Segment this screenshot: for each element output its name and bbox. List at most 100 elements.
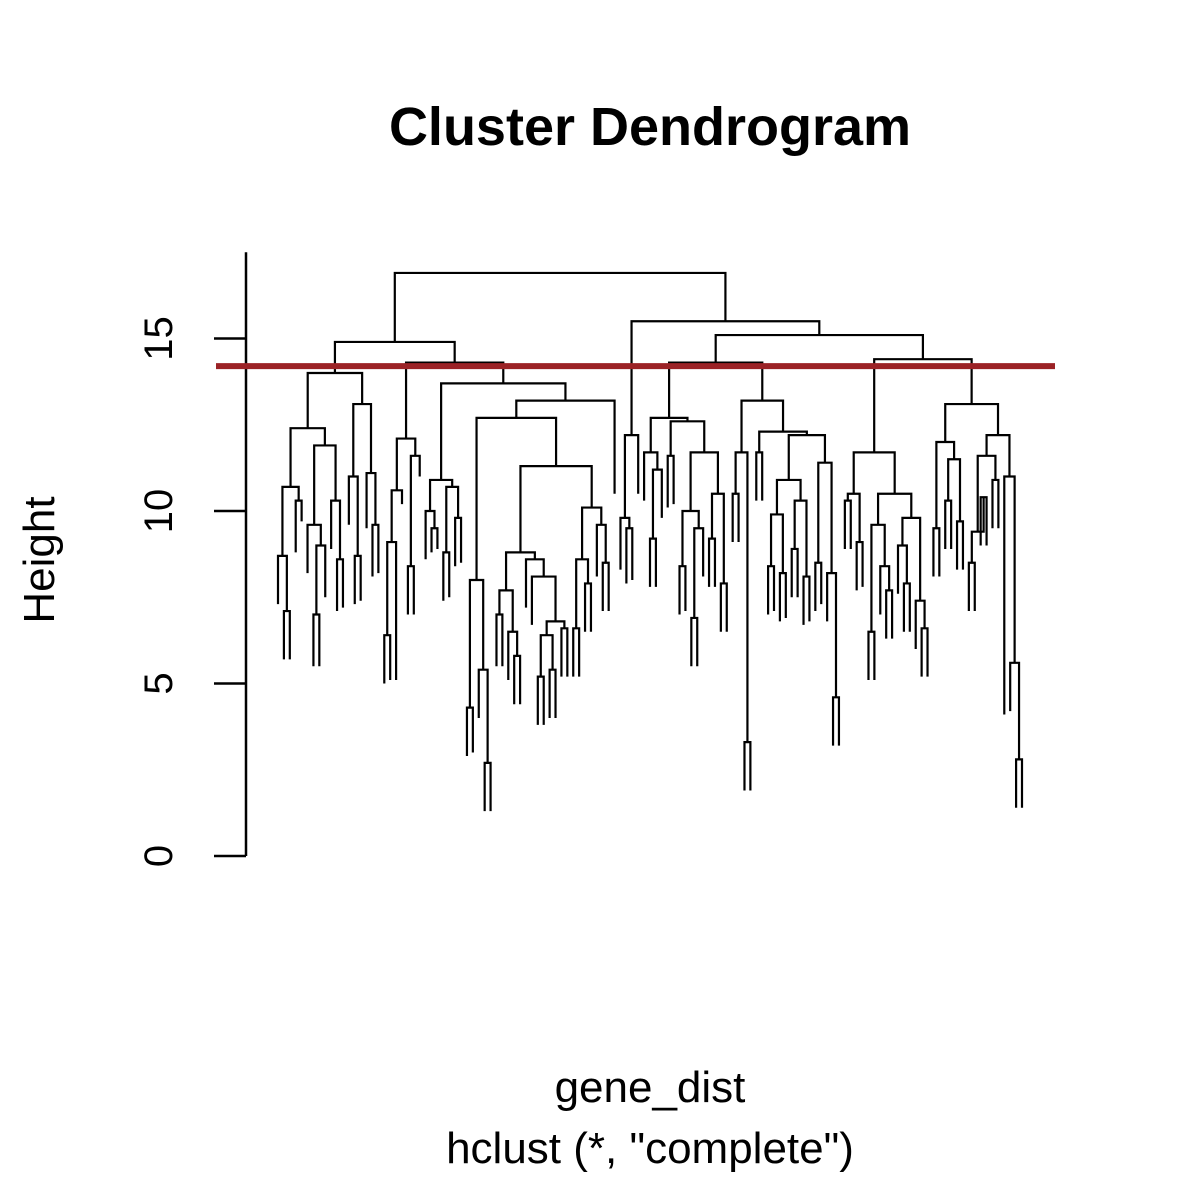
dendrogram-branch (914, 599, 926, 649)
dendrogram-branch (667, 361, 764, 418)
dendrogram-branch (873, 358, 973, 453)
dendrogram-branch (666, 454, 675, 508)
dendrogram-branch (901, 516, 922, 601)
dendrogram-branch (623, 434, 640, 518)
dendrogram-branch (580, 506, 603, 560)
dendrogram-branch (642, 451, 659, 501)
dendrogram-branch (442, 551, 451, 601)
dendrogram-branch (896, 544, 908, 594)
dendrogram-branch (876, 492, 913, 525)
dendrogram-branch (477, 668, 489, 763)
dendrogram-branch (313, 444, 337, 525)
dendrogram-branch (371, 523, 380, 577)
dendrogram-branch (468, 578, 485, 708)
dendrogram-branch (707, 537, 717, 587)
dendrogram-branch (766, 565, 776, 615)
x-axis-subtitle: hclust (*, "complete") (446, 1124, 854, 1173)
dendrogram-branch (315, 544, 327, 615)
dendrogram-branch (572, 627, 581, 677)
dendrogram-branch (902, 582, 911, 632)
dendrogram-branch (454, 516, 463, 567)
dendrogram-branch (601, 561, 610, 612)
dendrogram-branch (335, 558, 345, 612)
dendrogram-branch (282, 609, 291, 660)
y-axis: 0 5 10 15 (137, 252, 248, 867)
dendrogram-branch (802, 575, 811, 625)
dendrogram-branch (932, 527, 941, 577)
dendrogram-branch (428, 478, 454, 511)
dendrogram-branch (330, 499, 342, 560)
dendrogram-branch (734, 451, 749, 743)
dendrogram-branch (690, 616, 699, 667)
dendrogram-branch (289, 427, 326, 487)
dendrogram-branch (769, 513, 784, 574)
dendrogram-branch (831, 696, 841, 746)
dendrogram-branch (536, 675, 545, 725)
dendrogram-branch (347, 475, 359, 556)
dendrogram-branch (583, 582, 593, 632)
dendrogram-branch (731, 492, 740, 543)
y-tick-label: 0 (137, 845, 181, 867)
dendrogram-branch (513, 654, 522, 705)
dendrogram-branch (524, 558, 545, 608)
dendrogram-branch (483, 761, 492, 812)
dendrogram-branch (843, 499, 852, 549)
dendrogram-branch (955, 520, 965, 570)
y-axis-label: Height (15, 496, 64, 623)
dendrogram-branch (424, 509, 436, 560)
dendrogram-branch (787, 434, 827, 480)
dendrogram-branch (575, 558, 590, 629)
dendrogram-branch (530, 575, 557, 625)
dendrogram-branch (867, 630, 876, 681)
dendrogram-branch (755, 451, 764, 501)
dendrogram-branch (625, 527, 634, 584)
dendrogram-branch (404, 361, 505, 439)
x-axis-label: gene_dist (555, 1063, 746, 1112)
dendrogram-branch (719, 582, 728, 632)
dendrogram-branch (967, 561, 976, 612)
dendrogram-branch (504, 551, 536, 591)
dendrogram-branch (365, 471, 377, 529)
dendrogram-branch (944, 402, 1000, 442)
dendrogram-branch (386, 540, 398, 681)
dendrogram-branch (681, 509, 700, 567)
y-tick-label: 15 (137, 316, 181, 361)
dendrogram-branch (409, 454, 421, 567)
dendrogram-branch (689, 451, 720, 511)
dendrogram-branch (944, 499, 953, 549)
dendrogram-branch (693, 527, 705, 618)
dendrogram-branch (312, 613, 321, 667)
dendrogram-branch (294, 499, 303, 553)
dendrogram-branch (548, 668, 557, 718)
dendrogram-branch (991, 478, 1000, 529)
dendrogram-branch (852, 451, 896, 494)
dendrogram-branch (947, 458, 962, 522)
dendrogram-branch (475, 416, 558, 580)
dendrogram-branch (793, 499, 808, 577)
dendrogram-branch (648, 537, 658, 587)
dendrogram-branch (775, 478, 802, 515)
dendrogram-branch (619, 516, 631, 570)
dendrogram-branch (669, 420, 706, 456)
dendrogram-branch (649, 416, 689, 453)
dendrogram-branch (390, 489, 404, 543)
dendrogram-branch (790, 547, 799, 598)
dendrogram-branch (515, 399, 616, 494)
dendrogram-branch (445, 485, 460, 553)
dendrogram-branch (743, 741, 752, 791)
dendrogram-branch (352, 402, 373, 477)
dendrogram-branch (393, 271, 727, 342)
dendrogram-branch (870, 523, 886, 632)
dendrogram-branch (1009, 661, 1021, 760)
dendrogram-branch (395, 437, 417, 491)
dendrogram-branch (406, 565, 415, 615)
dendrogram-branch (595, 523, 607, 577)
dendrogram-branch (885, 589, 894, 639)
dendrogram-branch (495, 613, 504, 667)
dendrogram-branch (778, 572, 787, 622)
dendrogram-branch (740, 399, 785, 453)
dendrogram-branch (817, 461, 833, 574)
y-tick-label: 5 (137, 672, 181, 694)
dendrogram-branch (651, 468, 663, 539)
